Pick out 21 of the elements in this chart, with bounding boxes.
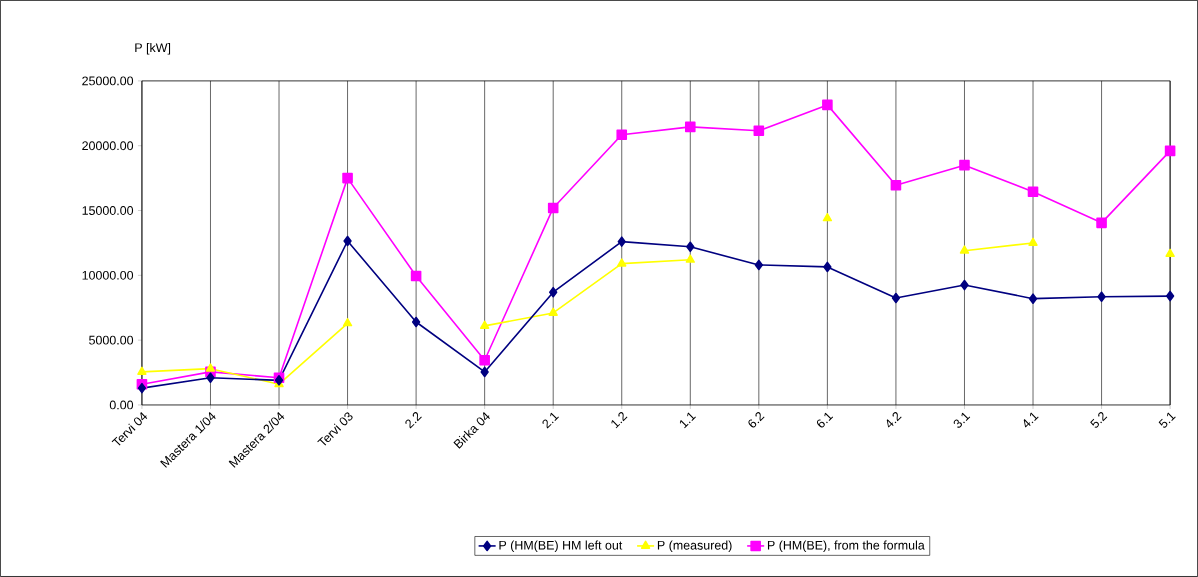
x-tick-label: 5.1 — [1158, 412, 1176, 428]
y-tick-label: 25000.00 — [82, 76, 134, 86]
legend-label: P (measured) — [657, 540, 732, 553]
x-tick-label: 3.1 — [953, 412, 971, 428]
x-tick-label: 4.2 — [886, 412, 902, 428]
legend-label: P (HM(BE) HM left out — [499, 540, 623, 553]
x-tick-label: 2.2 — [405, 412, 422, 429]
x-tick-label: 1.1 — [679, 412, 696, 429]
x-tick-label: 2.1 — [542, 412, 559, 429]
x-tick-label: 1.2 — [611, 412, 628, 429]
y-axis-title: P [kW] — [135, 42, 171, 55]
y-tick-label: 5000.00 — [89, 335, 134, 345]
y-tick-label: 10000.00 — [82, 270, 134, 280]
x-tick-label: 4.1 — [1023, 412, 1039, 428]
x-tick-label: 6.2 — [748, 412, 765, 428]
legend-label: P (HM(BE), from the formula — [767, 540, 925, 553]
y-tick-label: 15000.00 — [82, 206, 134, 215]
y-tick-label: 20000.00 — [82, 141, 134, 151]
y-tick-label: 0.00 — [109, 400, 134, 410]
x-tick-label: 6.1 — [816, 412, 834, 428]
x-tick-label: 5.2 — [1090, 412, 1108, 428]
